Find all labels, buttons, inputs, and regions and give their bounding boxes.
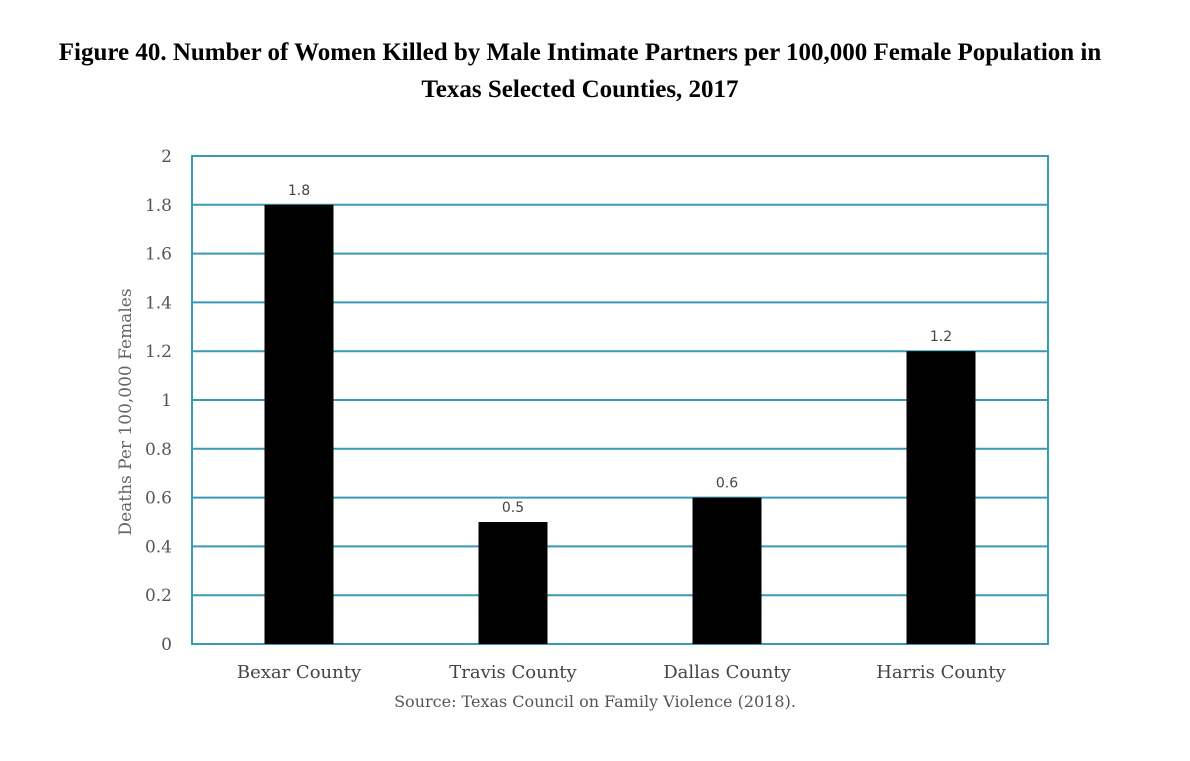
y-tick-label: 2 — [161, 147, 172, 167]
y-tick-label: 1 — [161, 391, 172, 411]
y-tick-label: 1.8 — [145, 196, 172, 216]
y-tick-label: 0.6 — [145, 489, 172, 509]
y-tick-label: 0.2 — [145, 586, 172, 606]
y-tick-label: 0.8 — [145, 440, 172, 460]
y-axis-title: Deaths Per 100,000 Females — [116, 288, 136, 535]
x-tick-label: Harris County — [876, 662, 1006, 683]
source-note: Source: Texas Council on Family Violence… — [394, 692, 796, 711]
bar — [692, 497, 762, 644]
bar — [264, 204, 334, 645]
bar — [478, 522, 548, 644]
data-label: 0.6 — [716, 476, 738, 492]
x-tick-label: Travis County — [449, 662, 577, 683]
chart-title: Figure 40. Number of Women Killed by Mal… — [0, 34, 1160, 108]
chart-title-line-2: Texas Selected Counties, 2017 — [421, 76, 739, 103]
data-label: 0.5 — [502, 500, 524, 516]
data-label: 1.2 — [930, 329, 952, 345]
y-tick-label: 1.6 — [145, 245, 172, 265]
y-tick-label: 0 — [161, 635, 172, 655]
y-tick-label: 0.4 — [145, 537, 172, 557]
y-tick-label: 1.4 — [145, 293, 172, 313]
x-tick-label: Dallas County — [663, 662, 791, 683]
data-label: 1.8 — [288, 183, 310, 199]
y-tick-label: 1.2 — [145, 342, 172, 362]
bar — [906, 351, 976, 644]
chart-title-line-1: Figure 40. Number of Women Killed by Mal… — [58, 39, 1102, 66]
x-tick-label: Bexar County — [237, 662, 362, 683]
plot-frame — [191, 155, 1049, 645]
